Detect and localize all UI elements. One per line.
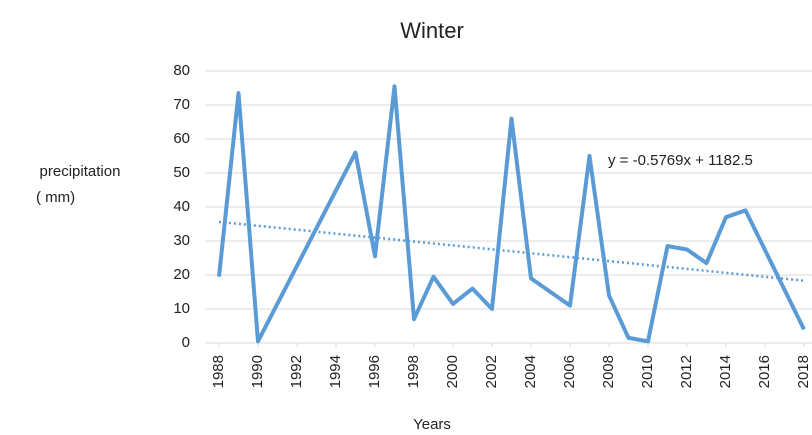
y-tick-label: 40	[173, 198, 190, 215]
x-tick-label: 2010	[639, 355, 656, 388]
y-tick-label: 20	[173, 266, 190, 283]
x-tick-label: 2014	[717, 355, 734, 388]
y-tick-label: 50	[173, 164, 190, 181]
x-tick-label: 2012	[678, 355, 695, 388]
y-tick-label: 60	[173, 130, 190, 147]
y-axis-label: precipitation	[40, 163, 121, 180]
x-tick-label: 1996	[366, 355, 383, 388]
x-axis-label: Years	[413, 416, 451, 433]
x-tick-label: 1994	[327, 355, 344, 388]
x-tick-label: 2004	[522, 355, 539, 388]
x-tick-label: 2018	[795, 355, 812, 388]
x-tick-label: 2006	[561, 355, 578, 388]
x-tick-label: 2002	[483, 355, 500, 388]
y-tick-label: 80	[173, 62, 190, 79]
y-tick-label: 0	[182, 334, 190, 351]
trend-equation: y = -0.5769x + 1182.5	[608, 152, 753, 169]
x-tick-label: 1988	[210, 355, 227, 388]
x-tick-label: 1992	[288, 355, 305, 388]
line-series	[217, 84, 806, 344]
x-tick-label: 1990	[249, 355, 266, 388]
y-tick-label: 30	[173, 232, 190, 249]
y-tick-label: 10	[173, 300, 190, 317]
chart-title: Winter	[400, 18, 464, 43]
x-tick-label: 2008	[600, 355, 617, 388]
y-tick-label: 70	[173, 96, 190, 113]
x-tick-label: 2000	[444, 355, 461, 388]
x-tick-label: 2016	[756, 355, 773, 388]
y-axis-label: ( mm)	[36, 189, 75, 206]
x-tick-label: 1998	[405, 355, 422, 388]
